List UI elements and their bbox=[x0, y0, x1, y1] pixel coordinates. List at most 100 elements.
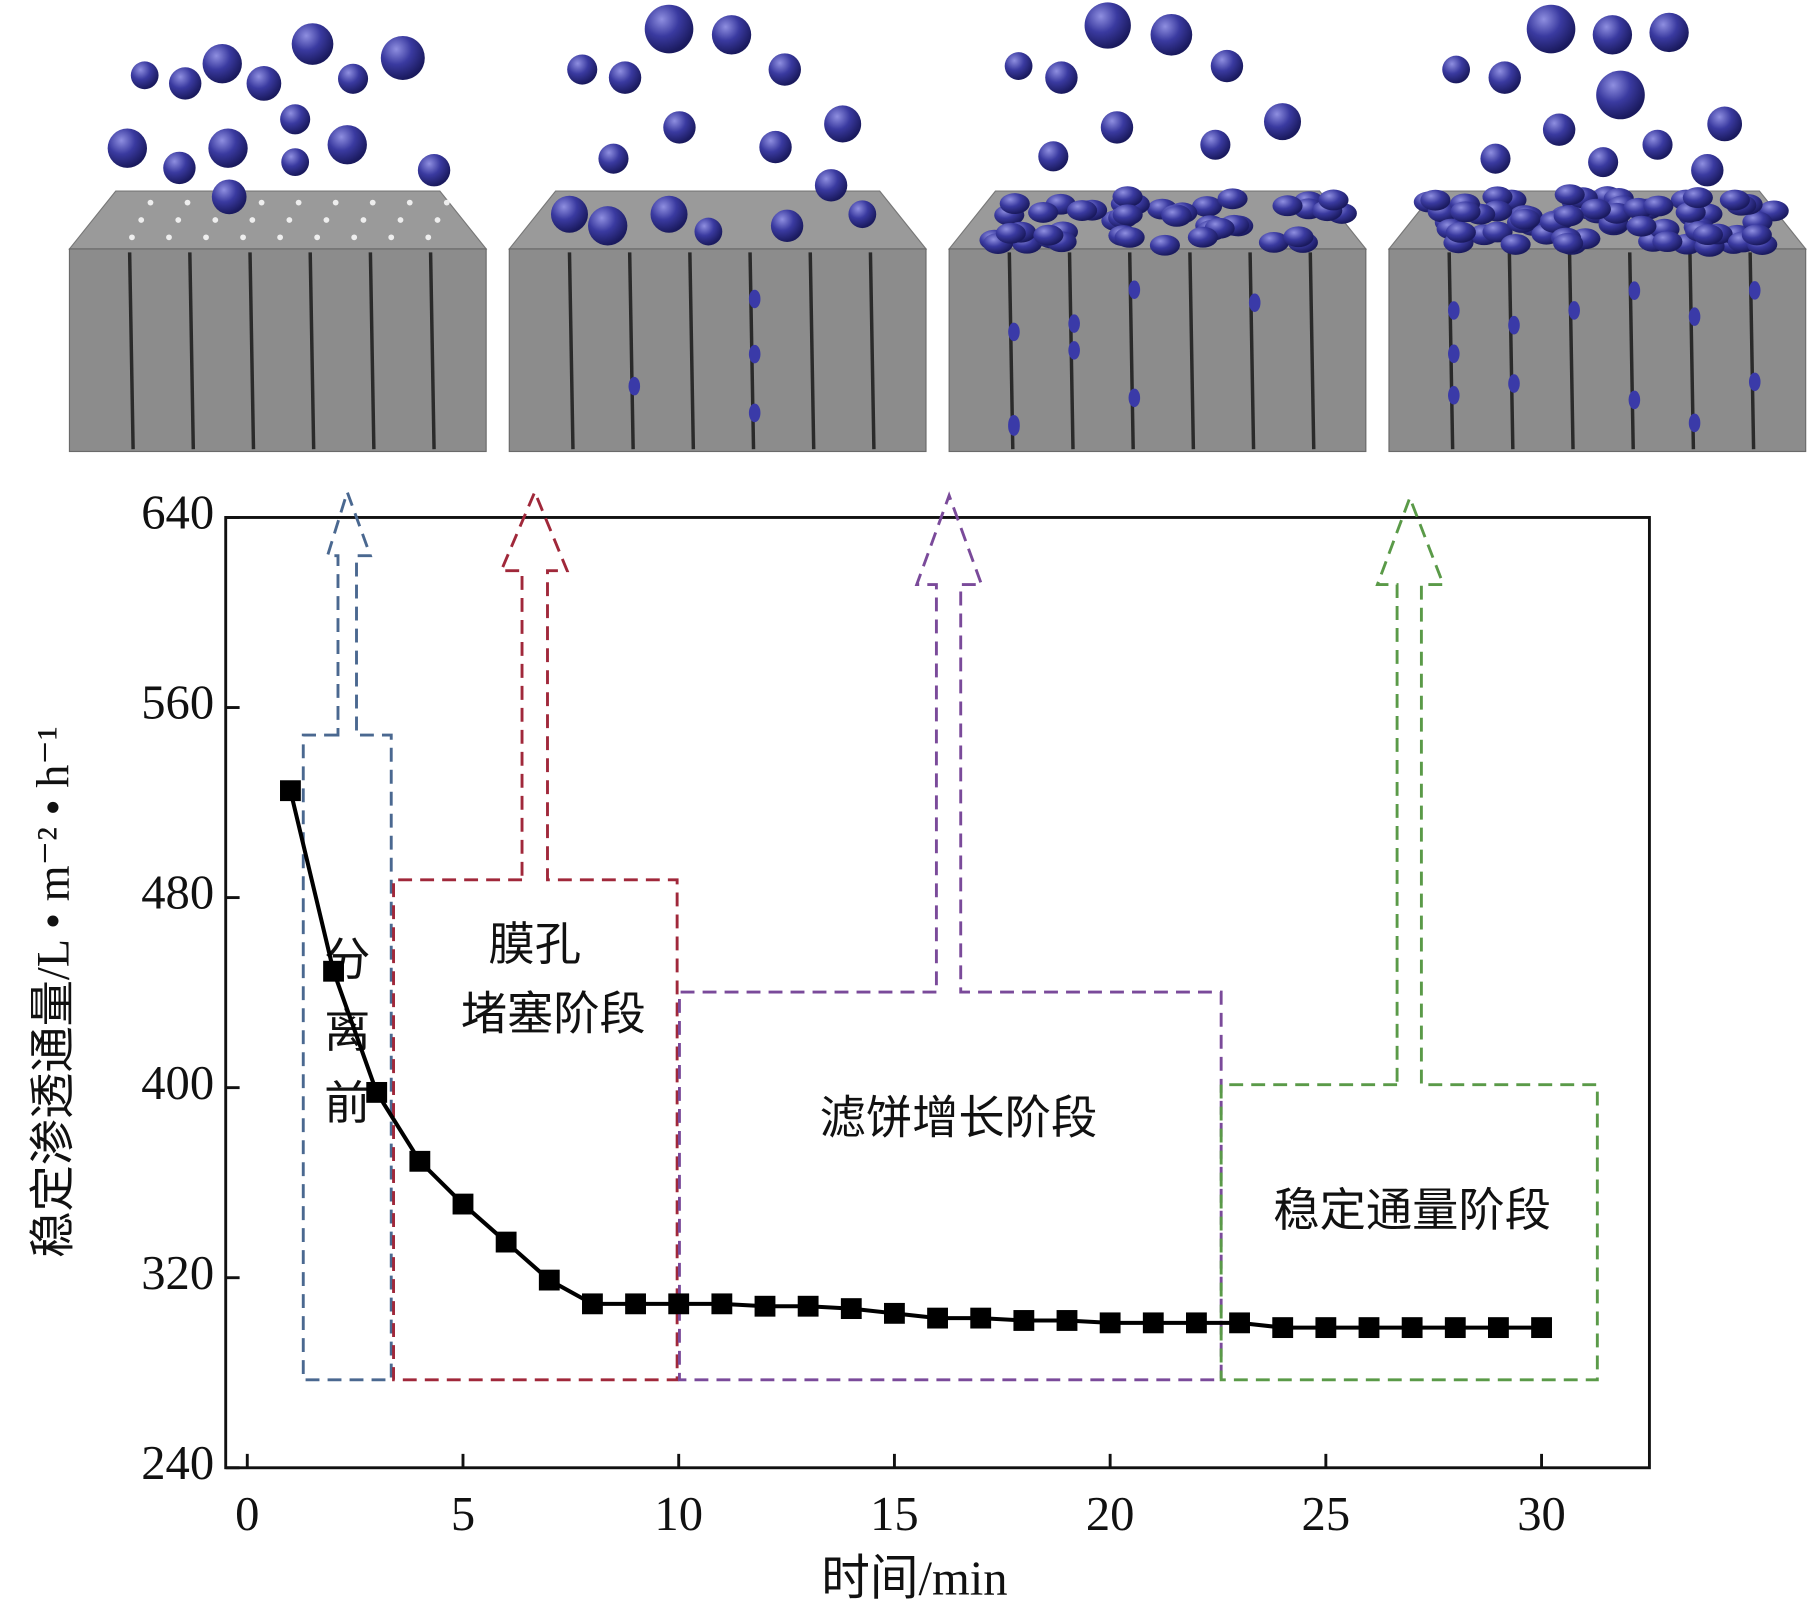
cake-particle bbox=[1420, 189, 1451, 211]
y-tick-label: 240 bbox=[141, 1436, 214, 1490]
cake-particle bbox=[1033, 224, 1064, 246]
cake-particle bbox=[1692, 224, 1723, 246]
y-tick-label: 480 bbox=[141, 866, 214, 920]
cake-particle bbox=[1318, 189, 1349, 211]
cake-particle bbox=[1450, 201, 1481, 223]
cake-particle bbox=[1741, 224, 1772, 246]
pore-particle bbox=[1568, 301, 1580, 320]
data-point bbox=[409, 1150, 431, 1172]
pore bbox=[627, 252, 635, 450]
membrane-front bbox=[508, 248, 927, 453]
cake-particle bbox=[1067, 200, 1098, 221]
data-point bbox=[1229, 1312, 1250, 1334]
cake-particle bbox=[1553, 232, 1584, 254]
particle bbox=[1480, 143, 1511, 174]
particle bbox=[608, 61, 642, 94]
cake-particle bbox=[1719, 189, 1750, 211]
x-tick-label: 5 bbox=[451, 1487, 475, 1541]
particle bbox=[1691, 154, 1724, 187]
particle bbox=[848, 200, 877, 229]
cake-particle bbox=[1580, 198, 1611, 220]
data-point bbox=[1013, 1310, 1035, 1331]
cake-particle bbox=[1191, 196, 1223, 217]
pore-particle bbox=[1508, 315, 1520, 335]
pore bbox=[688, 252, 696, 450]
pore bbox=[1308, 252, 1316, 450]
pore-particle bbox=[1448, 301, 1460, 320]
particle bbox=[211, 179, 247, 215]
pore-particle bbox=[1688, 307, 1701, 326]
pore-hole bbox=[369, 199, 376, 206]
cake-particle bbox=[1112, 204, 1143, 226]
particle bbox=[1100, 111, 1134, 144]
particle bbox=[1488, 61, 1521, 94]
x-tick-label: 0 bbox=[235, 1487, 259, 1541]
data-point bbox=[840, 1298, 862, 1320]
particle bbox=[1045, 61, 1078, 94]
pore bbox=[808, 252, 816, 450]
data-point bbox=[754, 1295, 776, 1317]
cake-particle bbox=[1112, 186, 1143, 208]
y-tick-label: 320 bbox=[141, 1246, 214, 1300]
y-tick-label: 400 bbox=[141, 1056, 214, 1110]
data-point bbox=[280, 780, 301, 802]
pore-hole bbox=[397, 217, 404, 223]
data-point bbox=[668, 1293, 690, 1315]
cake-particle bbox=[1258, 231, 1289, 253]
stage2-box bbox=[392, 488, 679, 1382]
pore bbox=[188, 252, 196, 450]
cake-particle bbox=[1553, 205, 1584, 227]
pore-hole bbox=[443, 199, 450, 206]
pore-hole bbox=[212, 217, 219, 223]
particle bbox=[1084, 2, 1131, 49]
pore-particle bbox=[1628, 281, 1641, 300]
pore-hole bbox=[351, 234, 358, 241]
membrane bbox=[68, 23, 488, 453]
x-tick-label: 25 bbox=[1302, 1487, 1351, 1541]
pore-particle bbox=[1748, 281, 1761, 300]
pore-hole bbox=[249, 217, 256, 223]
pore-hole bbox=[129, 234, 135, 241]
pore bbox=[1567, 252, 1575, 450]
cake-particle bbox=[1643, 195, 1674, 217]
data-point bbox=[1358, 1317, 1380, 1339]
particle bbox=[202, 44, 242, 84]
pore-particle bbox=[748, 403, 761, 423]
membrane-front bbox=[948, 248, 1367, 453]
stage2-label: 膜孔 bbox=[488, 920, 581, 971]
pore bbox=[1248, 252, 1256, 450]
data-point bbox=[1444, 1317, 1466, 1339]
data-point bbox=[1186, 1312, 1207, 1334]
data-point bbox=[495, 1231, 517, 1253]
particle bbox=[598, 143, 629, 174]
particle bbox=[163, 151, 196, 185]
stage3-box bbox=[678, 491, 1223, 1382]
pore-hole bbox=[147, 199, 154, 206]
pore-particle bbox=[1628, 390, 1641, 410]
y-tick-label: 560 bbox=[141, 676, 214, 730]
cake-particle bbox=[1652, 231, 1683, 253]
pore-hole bbox=[166, 234, 172, 241]
particle bbox=[567, 54, 598, 85]
pore bbox=[368, 252, 376, 450]
pore-particle bbox=[1448, 386, 1460, 405]
membrane bbox=[508, 4, 928, 453]
pore-particle bbox=[1248, 293, 1261, 312]
pore-hole bbox=[184, 199, 191, 206]
pore-hole bbox=[286, 217, 293, 223]
pore-hole bbox=[295, 199, 302, 206]
cake-particle bbox=[1283, 226, 1314, 248]
data-point bbox=[1272, 1317, 1294, 1339]
pore-hole bbox=[388, 234, 395, 241]
stage3-label: 滤饼增长阶段 bbox=[820, 1093, 1098, 1144]
cake-particle bbox=[1500, 234, 1531, 255]
pore-hole bbox=[314, 234, 321, 241]
particle bbox=[759, 130, 792, 164]
data-point bbox=[1056, 1310, 1078, 1331]
pore-particle bbox=[1008, 415, 1020, 434]
cake-particle bbox=[1445, 221, 1476, 243]
cake-particle bbox=[1187, 226, 1218, 248]
pore-hole bbox=[434, 217, 441, 223]
membrane-front bbox=[68, 248, 487, 453]
